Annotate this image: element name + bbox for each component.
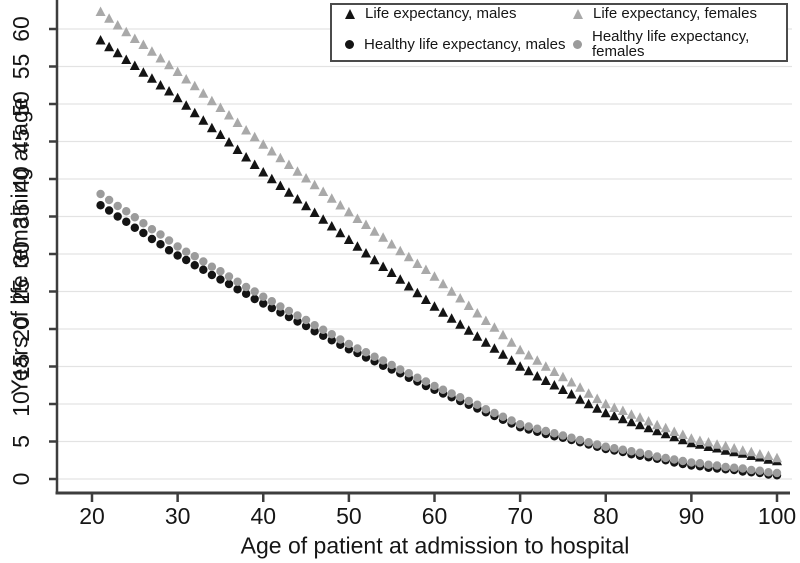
legend-item-hle-males: Healthy life expectancy, males	[345, 29, 573, 59]
x-tick-label: 100	[758, 503, 796, 529]
legend-label: Healthy life expectancy, males	[364, 35, 566, 53]
x-tick-label: 40	[250, 503, 276, 529]
y-tick-label: 55	[8, 54, 34, 80]
y-tick-label: 60	[8, 16, 34, 42]
y-tick-label: 15	[8, 354, 34, 380]
series-3	[96, 189, 782, 478]
legend-item-hle-females: Healthy life expectancy, females	[573, 29, 786, 59]
axes: 20 30 40 50 60 70 80 90 100 0 5 10 15 20 25 30 35 40 45 50 5…	[8, 0, 796, 529]
x-tick-label: 90	[679, 503, 705, 529]
x-tick-label: 20	[79, 503, 105, 529]
y-tick-label: 50	[8, 91, 34, 117]
legend: Life expectancy, males Life expectancy, …	[330, 3, 788, 62]
series-1	[95, 6, 782, 463]
legend-label: Life expectancy, males	[365, 5, 517, 22]
series-0	[95, 35, 782, 466]
x-tick-label: 60	[422, 503, 448, 529]
x-tick-label: 50	[336, 503, 362, 529]
y-tick-label: 45	[8, 129, 34, 155]
y-tick-label: 30	[8, 241, 34, 267]
circle-icon	[573, 39, 582, 49]
x-tick-label: 70	[507, 503, 533, 529]
triangle-icon	[573, 8, 583, 19]
triangle-icon	[345, 8, 355, 19]
legend-label: Healthy life expectancy, females	[592, 28, 750, 60]
y-tick-label: 40	[8, 166, 34, 192]
y-tick-label: 20	[8, 316, 34, 342]
y-tick-label: 25	[8, 279, 34, 305]
x-tick-label: 80	[593, 503, 619, 529]
y-tick-label: 5	[8, 435, 34, 448]
y-tick-label: 35	[8, 204, 34, 230]
legend-item-le-females: Life expectancy, females	[573, 6, 786, 21]
legend-item-le-males: Life expectancy, males	[345, 6, 573, 21]
y-tick-label: 10	[8, 391, 34, 417]
y-tick-label: 0	[8, 473, 34, 486]
circle-icon	[345, 39, 354, 49]
x-tick-label: 30	[165, 503, 191, 529]
y-axis-title: Years of life remaining at age	[6, 97, 33, 395]
legend-label: Life expectancy, females	[593, 5, 757, 22]
x-axis-title: Age of patient at admission to hospital	[240, 532, 630, 559]
series-2	[96, 201, 782, 480]
